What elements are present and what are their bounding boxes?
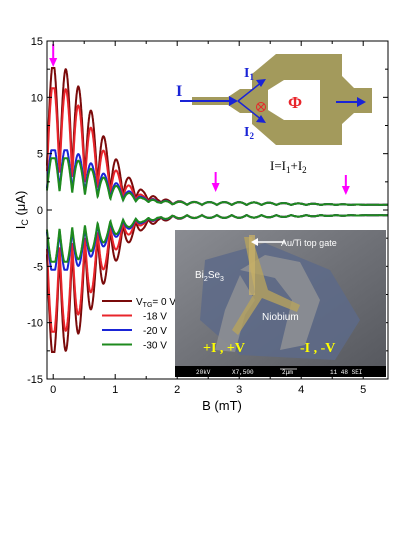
branch1-label: I1 [244,66,254,82]
legend-label: -30 V [143,341,167,352]
input-arrow-head [229,96,238,106]
x-tick-label: 2 [174,384,180,396]
series-layer [46,67,388,353]
y-tick-label: 5 [37,149,43,161]
x-axis-label: B (mT) [202,398,242,413]
y-tick-label: 10 [31,92,43,104]
flux-into-page-icon [256,102,266,112]
right-contact-label: -I , -V [300,341,335,356]
sem-scale: 2μm [282,369,293,376]
flux-label: Φ [288,93,302,112]
input-current-label: I [176,83,182,100]
legend-label: -20 V [143,326,167,337]
y-tick-label: -15 [27,374,43,386]
sem-image-inset: Au/Ti top gate Bi2Se3 Niobium +I , +V -I… [175,230,386,377]
device-schematic-inset: I I1 I2 Φ I=I1+I2 [176,54,372,175]
sem-voltage: 20kV [196,369,211,376]
gate-label: Au/Ti top gate [281,238,337,248]
device-hole [268,80,320,120]
tick-layer: 0 1 2 3 4 5 15 10 5 0 -5 -10 -15 [27,36,388,396]
x-tick-label: 5 [360,384,366,396]
x-tick-label: 1 [112,384,118,396]
y-tick-label: -5 [33,261,43,273]
niobium-electrode-right [240,255,320,350]
y-tick-label: 0 [37,205,43,217]
sem-timestamp: 11 48 SEI [330,369,362,376]
electrode-label: Niobium [262,312,299,323]
legend-label: VTG= 0 V [136,297,176,309]
series-line-negative-3 [46,213,388,263]
current-sum-formula: I=I1+I2 [270,158,307,175]
x-tick-label: 4 [298,384,304,396]
branch1-arrow-head [256,79,266,87]
series-line-positive-3 [46,157,388,207]
material-label: Bi2Se3 [195,270,224,283]
legend-label: -18 V [143,312,167,323]
branch2-arrow-head [256,115,266,123]
x-tick-label: 3 [236,384,242,396]
niobium-electrode-left [215,275,255,352]
x-tick-label: 0 [50,384,56,396]
sem-info-bar [175,366,386,377]
sem-magnification: X7,500 [232,369,254,376]
marker-layer [49,44,350,195]
output-arrow-head [357,97,366,107]
y-tick-label: 15 [31,36,43,48]
legend: VTG= 0 V -18 V -20 V -30 V [102,297,176,352]
y-axis-label: IC (μA) [13,191,30,230]
y-tick-label: -10 [27,318,43,330]
branch2-arrow [237,100,263,121]
left-contact-label: +I , +V [203,341,245,356]
branch2-label: I2 [244,125,254,141]
branch1-arrow [237,81,263,102]
